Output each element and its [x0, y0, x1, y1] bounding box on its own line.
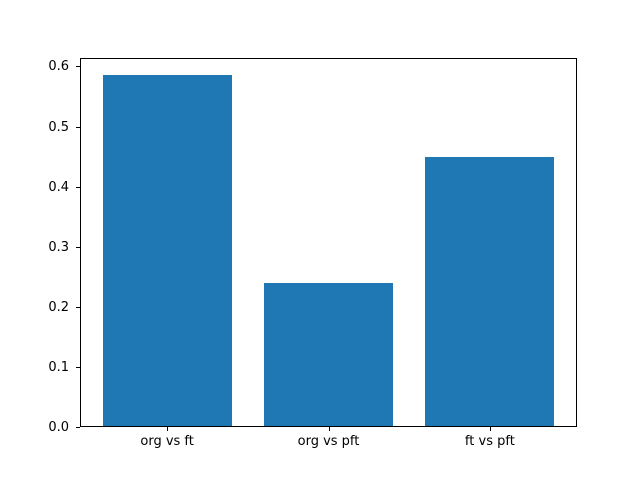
x-tick-label: ft vs pft	[464, 434, 515, 449]
y-tick-label: 0.3	[48, 239, 69, 255]
y-tick-mark	[76, 306, 80, 308]
y-tick-label: 0.1	[48, 359, 69, 375]
x-tick-label: org vs pft	[297, 434, 360, 449]
bar-org-vs-ft	[102, 75, 232, 426]
bar-org-vs-pft	[263, 282, 394, 426]
y-tick-mark	[76, 66, 80, 68]
y-tick-label: 0.2	[48, 299, 69, 315]
x-tick-mark	[328, 427, 330, 431]
y-tick-mark	[76, 366, 80, 368]
y-tick-label: 0.4	[48, 179, 69, 195]
y-tick-label: 0.0	[48, 420, 69, 435]
x-tick-label: org vs ft	[140, 434, 194, 449]
y-tick-mark	[76, 186, 80, 188]
y-tick-mark	[76, 126, 80, 128]
y-tick-label: 0.5	[48, 119, 69, 135]
bar-ft-vs-pft	[425, 157, 555, 426]
y-tick-label: 0.6	[48, 59, 69, 75]
x-tick-mark	[489, 427, 491, 431]
y-tick-mark	[76, 427, 80, 428]
x-tick-mark	[167, 427, 169, 431]
y-tick-mark	[76, 246, 80, 248]
